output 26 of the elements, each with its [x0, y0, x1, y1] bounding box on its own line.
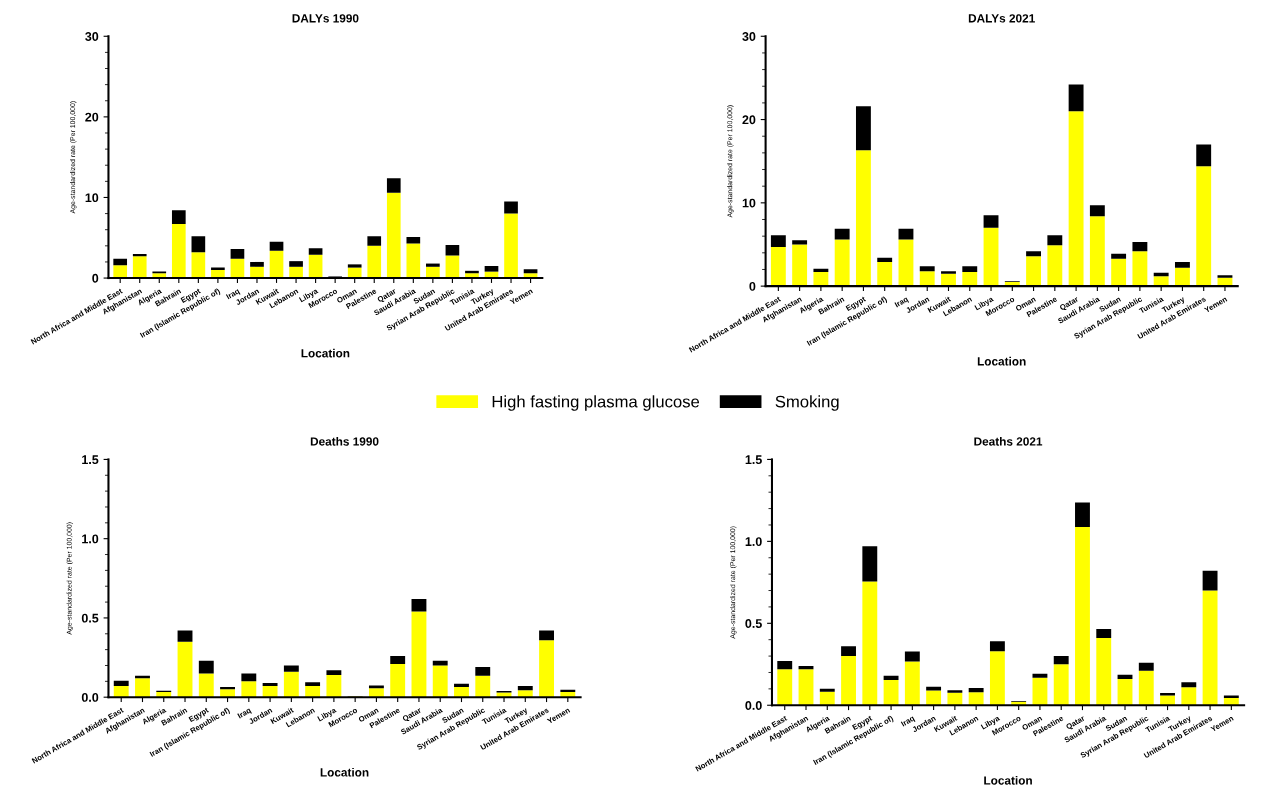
y-tick-label: 0: [749, 281, 756, 291]
chart-title: Deaths 1990: [310, 436, 379, 446]
y-tick-label: 0.0: [81, 692, 99, 702]
y-tick-label: 10: [742, 198, 756, 208]
legend-label: High fasting plasma glucose: [492, 395, 700, 411]
y-tick-label: 0: [92, 273, 99, 283]
y-tick-label: 0.5: [745, 619, 762, 628]
y-tick-label: 1.0: [82, 534, 99, 544]
y-tick-label: 1.0: [745, 537, 762, 547]
y-tick-label: 10: [85, 193, 99, 203]
x-axis-title: Location: [984, 775, 1032, 785]
y-tick-label: 30: [85, 32, 99, 41]
y-tick-label: 20: [742, 115, 756, 125]
y-tick-label: 1.5: [745, 455, 762, 465]
chart-title: DALYs 1990: [292, 14, 359, 23]
y-tick-label: 0.5: [81, 613, 99, 623]
chart-title: Deaths 2021: [974, 436, 1043, 446]
y-tick-label: 0.0: [745, 701, 762, 710]
x-axis-title: Location: [301, 348, 350, 358]
x-axis-title: Location: [320, 767, 369, 777]
legend-label: Smoking: [775, 395, 839, 411]
y-tick-label: 20: [85, 112, 99, 122]
chart-title: DALYs 2021: [968, 14, 1035, 23]
y-tick-label: 1.5: [82, 455, 99, 465]
x-axis-title: Location: [977, 356, 1026, 366]
y-tick-label: 30: [742, 32, 756, 41]
